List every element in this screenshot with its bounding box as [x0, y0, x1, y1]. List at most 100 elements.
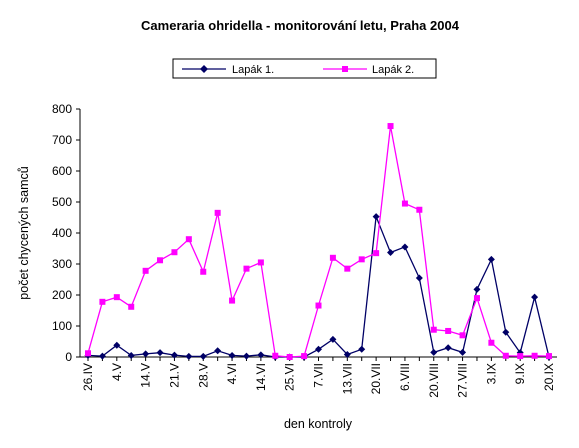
data-point-series-1 — [487, 255, 495, 263]
data-point-series-1 — [343, 351, 351, 359]
x-tick-label: 4.VI — [225, 363, 239, 384]
data-point-series-2 — [171, 249, 178, 256]
data-point-series-2 — [416, 206, 423, 213]
data-point-series-1 — [430, 348, 438, 356]
data-point-series-2 — [473, 295, 480, 302]
data-point-series-2 — [502, 352, 509, 359]
data-point-series-2 — [344, 265, 351, 272]
data-point-series-2 — [128, 303, 135, 310]
data-point-series-2 — [445, 327, 452, 334]
x-tick-label: 20.VIII — [427, 363, 441, 398]
data-point-series-1 — [358, 345, 366, 353]
data-point-series-2 — [329, 254, 336, 261]
y-tick-label: 200 — [52, 288, 72, 302]
data-point-series-2 — [430, 326, 437, 333]
x-tick-label: 14.VI — [254, 363, 268, 391]
data-point-series-2 — [488, 339, 495, 346]
y-ticks: 0 100 200 300 400 500 600 700 800 — [52, 102, 80, 364]
series-points — [84, 123, 553, 361]
legend-label-lapak-1: Lapák 1. — [232, 64, 274, 76]
data-point-series-2 — [200, 268, 207, 275]
x-tick-label: 13.VII — [340, 363, 354, 394]
y-tick-label: 0 — [65, 350, 72, 364]
data-point-series-2 — [272, 352, 279, 359]
y-tick-label: 500 — [52, 195, 72, 209]
y-tick-label: 800 — [52, 102, 72, 116]
data-point-series-1 — [242, 352, 250, 360]
x-ticks: 26.IV 4.V 14.V 21.V 28.V 4.VI 14.VI 25.VI 7.VII 1… — [81, 357, 556, 398]
x-axis-label: den kontroly — [284, 417, 353, 431]
y-tick-label: 700 — [52, 133, 72, 147]
data-point-series-1 — [199, 352, 207, 360]
series-line-1 — [87, 216, 550, 358]
legend: Lapák 1. Lapák 2. — [172, 58, 437, 79]
legend-label-lapak-2: Lapák 2. — [372, 64, 414, 76]
data-point-series-1 — [531, 293, 539, 301]
data-point-series-1 — [401, 243, 409, 251]
x-tick-label: 25.VI — [283, 363, 297, 391]
data-point-series-2 — [85, 350, 91, 357]
data-point-series-1 — [228, 351, 236, 359]
series-lines — [87, 125, 550, 358]
data-point-series-1 — [387, 249, 395, 257]
data-point-series-1 — [127, 351, 135, 359]
data-point-series-1 — [444, 344, 452, 352]
data-point-series-2 — [387, 123, 394, 130]
data-point-series-1 — [185, 352, 193, 360]
x-tick-label: 9.IX — [513, 363, 527, 384]
data-point-series-1 — [214, 347, 222, 355]
data-point-series-1 — [315, 345, 322, 353]
data-point-series-2 — [459, 332, 466, 339]
y-tick-label: 600 — [52, 164, 72, 178]
series-line-2 — [87, 125, 550, 358]
data-point-series-2 — [531, 352, 538, 359]
y-tick-label: 100 — [52, 319, 72, 333]
data-point-series-1 — [156, 349, 164, 357]
data-point-series-1 — [459, 348, 467, 356]
y-tick-label: 300 — [52, 257, 72, 271]
legend-box — [172, 58, 437, 79]
legend-marker-lapak-2 — [342, 66, 348, 72]
data-point-series-2 — [358, 256, 365, 263]
data-point-series-2 — [286, 354, 293, 360]
data-point-series-2 — [99, 298, 106, 305]
data-point-series-2 — [315, 302, 322, 309]
data-point-series-2 — [401, 200, 408, 207]
data-point-series-1 — [372, 213, 380, 221]
data-point-series-1 — [502, 328, 510, 336]
data-point-series-1 — [98, 352, 106, 360]
y-axis-label: počet chycených samců — [17, 166, 31, 299]
data-point-series-2 — [185, 236, 192, 243]
x-tick-label: 20.IX — [542, 363, 556, 391]
x-tick-label: 6.VIII — [398, 363, 412, 391]
data-point-series-2 — [113, 294, 120, 301]
legend-marker-lapak-1 — [200, 65, 208, 73]
data-point-series-2 — [142, 267, 149, 274]
data-point-series-1 — [257, 351, 265, 359]
data-point-series-2 — [257, 259, 264, 266]
data-point-series-1 — [415, 274, 423, 282]
data-point-series-1 — [473, 285, 481, 293]
data-point-series-1 — [113, 341, 121, 349]
data-point-series-2 — [243, 265, 250, 272]
x-tick-label: 7.VII — [312, 363, 326, 388]
x-tick-label: 21.V — [167, 363, 181, 388]
x-tick-label: 3.IX — [484, 363, 498, 384]
chart-title: Cameraria ohridella - monitorování letu,… — [141, 18, 460, 33]
data-point-series-2 — [214, 209, 221, 216]
x-tick-label: 4.V — [110, 363, 124, 381]
x-tick-label: 28.V — [196, 363, 210, 388]
x-tick-label: 26.IV — [81, 363, 95, 391]
x-tick-label: 20.VII — [369, 363, 383, 394]
x-tick-label: 14.V — [139, 363, 153, 388]
data-point-series-2 — [157, 257, 164, 264]
data-point-series-1 — [170, 351, 178, 359]
data-point-series-1 — [142, 350, 150, 358]
data-point-series-2 — [229, 297, 236, 304]
x-tick-label: 27.VIII — [456, 363, 470, 398]
data-point-series-2 — [546, 353, 552, 360]
y-tick-label: 400 — [52, 226, 72, 240]
data-point-series-2 — [301, 353, 308, 360]
